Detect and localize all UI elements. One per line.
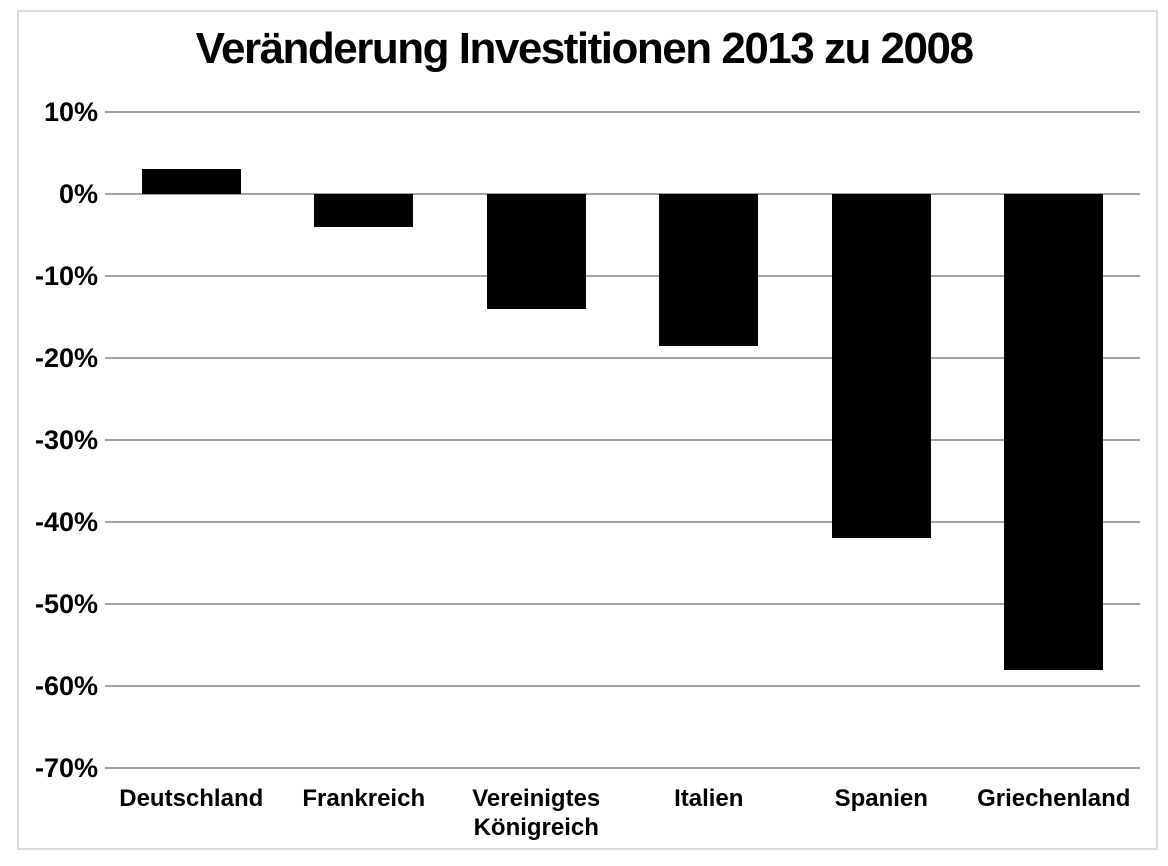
x-cat-label-deutschland: Deutschland <box>119 785 264 812</box>
bar-spanien <box>831 194 931 539</box>
y-tick-label--40pct: -40% <box>34 507 98 537</box>
gridline-0pct <box>105 193 1140 195</box>
x-cat-label-vereinigtes-ko-nigreich: Vereinigtes Königreich <box>472 785 601 841</box>
y-tick-label--30pct: -30% <box>34 425 98 455</box>
bar-deutschland <box>141 169 241 194</box>
chart-title: Veränderung Investitionen 2013 zu 2008 <box>195 24 974 73</box>
bar-frankreich <box>314 194 414 227</box>
x-cat-label-italien: Italien <box>674 785 744 812</box>
bar-vereinigtes-ko-nigreich <box>486 194 586 309</box>
y-tick-label--10pct: -10% <box>34 261 98 291</box>
gridline--50pct <box>105 603 1140 605</box>
chart-outer-border <box>17 10 1158 850</box>
bar-italien <box>659 194 759 346</box>
y-tick-label--70pct: -70% <box>34 753 98 783</box>
y-tick-label--20pct: -20% <box>34 343 98 373</box>
gridline-10pct <box>105 111 1140 113</box>
gridline--70pct <box>105 767 1140 769</box>
gridline--40pct <box>105 521 1140 523</box>
x-cat-label-griechenland: Griechenland <box>977 785 1131 812</box>
x-cat-label-frankreich: Frankreich <box>302 785 426 812</box>
gridline--20pct <box>105 357 1140 359</box>
bar-griechenland <box>1004 194 1104 670</box>
gridline--10pct <box>105 275 1140 277</box>
gridline--60pct <box>105 685 1140 687</box>
y-tick-label--60pct: -60% <box>34 671 98 701</box>
gridline--30pct <box>105 439 1140 441</box>
y-tick-label-0pct: 0% <box>58 179 98 209</box>
y-tick-label-10pct: 10% <box>43 97 98 127</box>
y-tick-label--50pct: -50% <box>34 589 98 619</box>
x-cat-label-spanien: Spanien <box>834 785 928 812</box>
